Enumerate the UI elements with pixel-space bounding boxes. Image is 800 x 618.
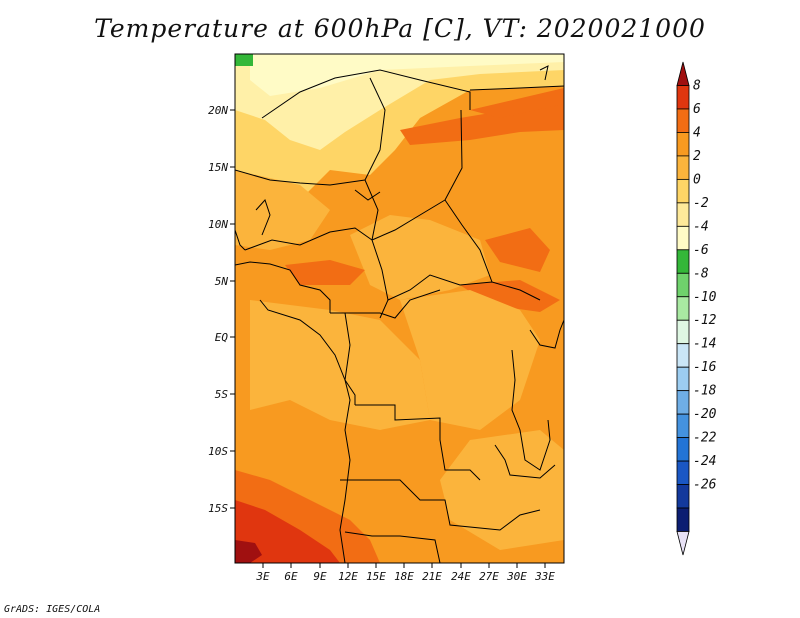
colorbar-label: -4	[693, 219, 709, 234]
colorbar-swatch	[676, 437, 690, 462]
lon-label: 30E	[506, 570, 527, 583]
colorbar-swatch	[676, 507, 690, 532]
lon-label: 18E	[394, 570, 414, 583]
colorbar-swatch	[676, 413, 690, 439]
field-west-mild	[235, 170, 330, 250]
colorbar-label: -16	[693, 360, 717, 375]
grads-credit: GrADS: IGES/COLA	[4, 604, 101, 615]
lat-labels: 20N 15N 10N 5N EQ 5S 10S 15S	[208, 104, 228, 515]
colorbar-label: -8	[693, 266, 709, 281]
colorbar-swatch	[676, 390, 690, 415]
lat-label: 15N	[208, 161, 228, 174]
lat-label: 10S	[208, 445, 228, 458]
colorbar-swatch	[676, 61, 690, 86]
lat-label: 10N	[208, 218, 228, 231]
field-south-mild	[250, 300, 430, 430]
colorbar-label: -12	[693, 313, 717, 328]
lon-label: 6E	[284, 570, 298, 583]
field-hot-5n	[285, 260, 365, 285]
field-south-mild2	[400, 290, 540, 430]
colorbar-swatch	[676, 202, 690, 227]
colorbar-swatch	[676, 85, 690, 110]
lon-label: 24E	[451, 570, 471, 583]
lon-label: 21E	[422, 570, 442, 583]
temperature-map: 20N 15N 10N 5N EQ 5S 10S 15S 3E 6E 9E	[208, 53, 565, 583]
lat-label: EQ	[215, 331, 229, 344]
lon-label: 27E	[479, 570, 499, 583]
colorbar-swatch	[676, 484, 690, 509]
colorbar-label: -26	[693, 478, 717, 493]
field-se-mild	[440, 430, 564, 550]
colorbar-label: -14	[693, 337, 716, 352]
colorbar-swatch	[676, 531, 690, 556]
field-hot-east2	[460, 280, 560, 312]
field-sw-extreme	[235, 540, 262, 563]
colorbar-labels: 8 6 4 2 0 -2 -4 -6 -8 -10 -12 -14 -16 -18 -20 -22 -24 -26	[693, 78, 717, 492]
colorbar-swatch	[676, 225, 690, 251]
lon-label: 3E	[255, 570, 270, 583]
colorbar-swatch	[676, 460, 690, 485]
field-central-cool2	[350, 215, 490, 300]
colorbar-swatch	[676, 343, 690, 368]
colorbar-swatch	[676, 155, 690, 180]
colorbar-label: 2	[693, 149, 701, 164]
colorbar-swatch	[676, 319, 690, 345]
colorbar-label: -10	[693, 290, 717, 305]
colorbar-swatch	[676, 272, 690, 298]
field-sw-very-hot	[235, 500, 340, 563]
colorbar-swatch	[676, 249, 690, 274]
colorbar-swatch	[676, 108, 690, 133]
lat-label: 15S	[208, 502, 228, 515]
colorbar-swatch	[676, 296, 690, 321]
lat-label: 5S	[215, 388, 229, 401]
country-borders	[235, 65, 564, 563]
lat-label: 5N	[215, 275, 229, 288]
colorbar-label: -18	[693, 384, 717, 399]
lat-ticks	[230, 109, 235, 509]
colorbar-swatch	[676, 366, 690, 392]
colorbar-label: 4	[693, 125, 701, 140]
lon-label: 15E	[366, 570, 386, 583]
colorbar-label: -24	[693, 454, 716, 469]
map-title: Temperature at 600hPa [C], VT: 202002100…	[94, 14, 706, 43]
lon-labels: 3E 6E 9E 12E 15E 18E 21E 24E 27E 30E 33E	[255, 570, 555, 583]
field-green-patch	[235, 54, 253, 66]
colorbar-label: -20	[693, 407, 717, 422]
colorbar-label: 0	[693, 172, 701, 187]
colorbar-label: 8	[693, 78, 701, 93]
field-hot-east	[485, 228, 550, 272]
lon-ticks	[262, 563, 546, 568]
field-hot-ne2	[470, 88, 564, 118]
colorbar-swatches	[676, 61, 690, 556]
map-frame	[234, 53, 565, 564]
colorbar-label: 6	[693, 102, 701, 117]
lon-label: 12E	[338, 570, 358, 583]
colorbar-swatch	[676, 132, 690, 157]
colorbar-label: -6	[693, 243, 709, 258]
lon-label: 33E	[534, 570, 555, 583]
lon-label: 9E	[313, 570, 327, 583]
lat-label: 20N	[208, 104, 228, 117]
colorbar-swatch	[676, 178, 690, 204]
colorbar-label: -22	[693, 431, 717, 446]
field-far-north	[250, 54, 564, 96]
colorbar-label: -2	[693, 196, 709, 211]
colorbar: 8 6 4 2 0 -2 -4 -6 -8 -10 -12 -14 -16 -18 -20 -22 -24 -26	[676, 61, 717, 556]
